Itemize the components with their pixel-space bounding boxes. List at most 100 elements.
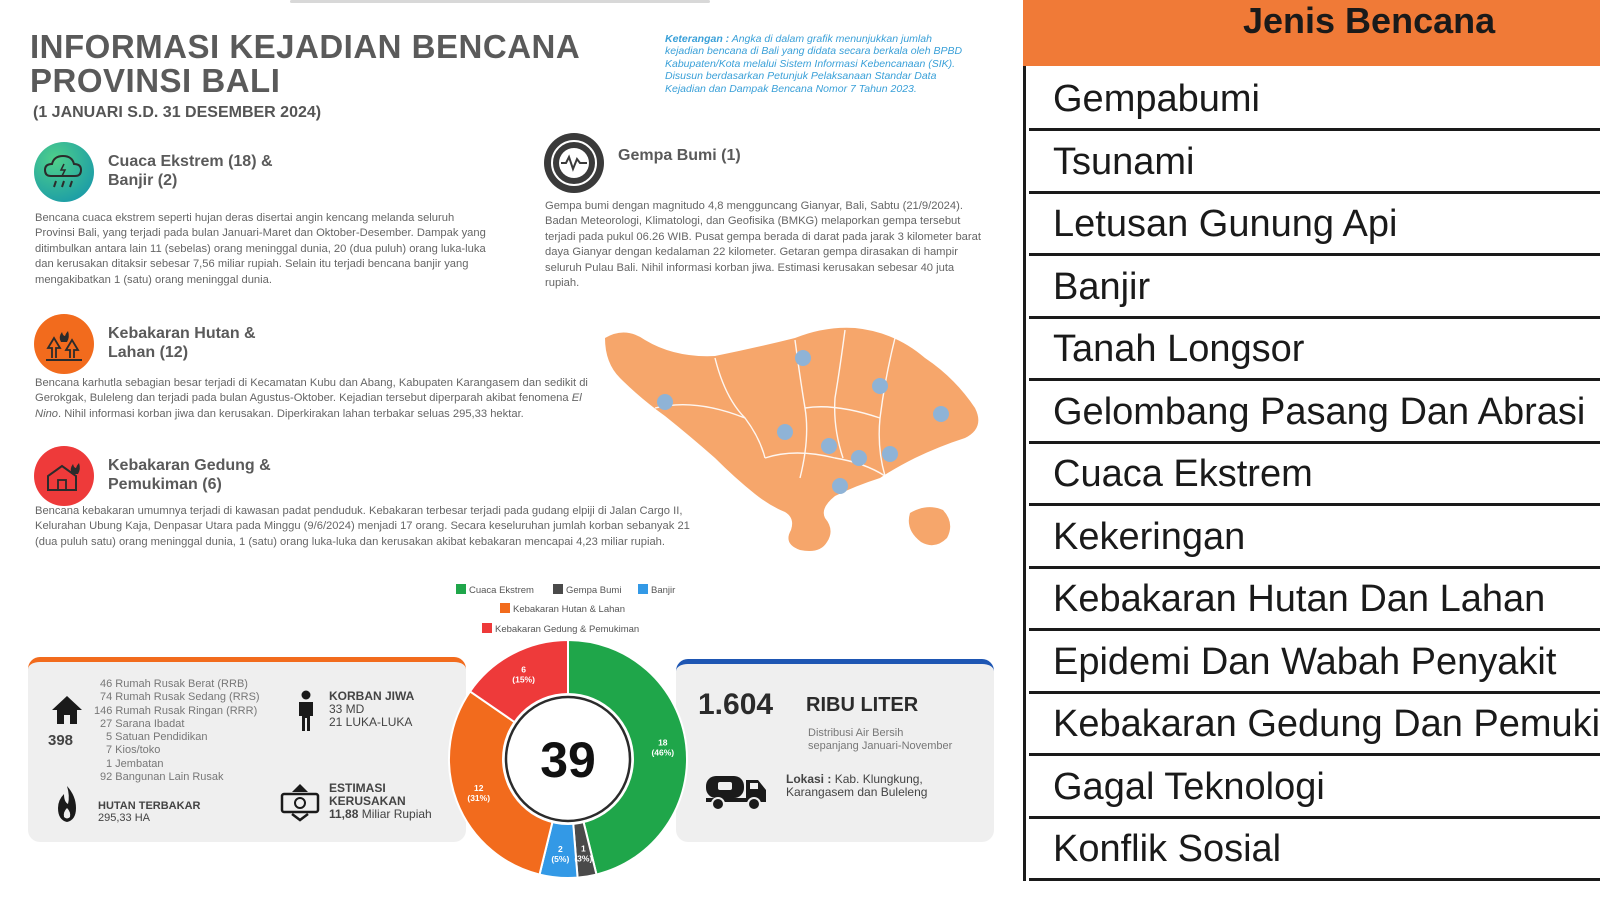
table-row: Tanah Longsor (1029, 316, 1600, 381)
damage-item: 74 Rumah Rusak Sedang (RRS) (100, 691, 260, 704)
infographic-panel: INFORMASI KEJADIAN BENCANA PROVINSI BALI… (28, 0, 994, 879)
table-row: Kebakaran Gedung Dan Pemukiman (1029, 691, 1600, 756)
title-line-2: PROVINSI BALI (30, 62, 281, 99)
legend-swatch-gempa (553, 584, 563, 594)
gedung-title-line-2: Pemukiman (6) (108, 476, 222, 493)
title-line-1: INFORMASI KEJADIAN BENCANA (30, 28, 581, 65)
seismograph-icon (544, 133, 604, 193)
loss-unit: Miliar Rupiah (358, 807, 432, 821)
location-label: Lokasi : (786, 772, 832, 786)
karhutla-body: Bencana karhutla sebagian besar terjadi … (35, 376, 610, 422)
table-cell: Letusan Gunung Api (1053, 203, 1398, 245)
house-total: 398 (48, 732, 74, 749)
table-row: Kekeringan (1029, 504, 1600, 569)
donut-slice-label: (3%) (574, 853, 592, 863)
gedung-body: Bencana kebakaran umumnya terjadi di kaw… (35, 505, 690, 548)
forest-title: HUTAN TERBAKAR (98, 800, 201, 812)
forest-fire-icon (34, 314, 94, 374)
table-row: Gelombang Pasang Dan Abrasi (1029, 379, 1600, 444)
forest-value: 295,33 HA (98, 812, 150, 824)
donut-slice-label: (15%) (512, 674, 535, 684)
table-cell: Gelombang Pasang Dan Abrasi (1053, 390, 1586, 433)
victims-title: KORBAN JIWA (329, 689, 415, 703)
water-desc: Distribusi Air Bersih sepanjang Januari-… (808, 727, 952, 754)
gempa-body: Gempa bumi dengan magnitudo 4,8 menggunc… (545, 200, 981, 290)
note-text: Keterangan : Angka di dalam grafik menun… (665, 33, 970, 95)
donut-slice-label: (31%) (467, 793, 490, 803)
jenis-bencana-table: Jenis Bencana Gempabumi Tsunami Letusan Gu… (1023, 0, 1600, 899)
table-cell: Tsunami (1053, 140, 1195, 183)
legend-item-karhutla: Kebakaran Hutan & Lahan (500, 603, 625, 615)
table-cell: Konflik Sosial (1053, 828, 1282, 870)
damage-item: 7 Kios/toko (106, 744, 161, 757)
victims-line-1: 33 MD (329, 702, 365, 716)
table-left-border (1023, 66, 1026, 881)
table-cell: Kebakaran Gedung Dan Pemukiman (1053, 703, 1600, 745)
table-header-label: Jenis Bencana (1243, 0, 1496, 41)
water-unit: RIBU LITER (806, 694, 919, 716)
loss-amount: 11,88 (329, 807, 359, 821)
gedung-title-line-1: Kebakaran Gedung & (108, 457, 271, 474)
table-cell: Tanah Longsor (1053, 328, 1305, 370)
donut-slice-label: 12 (474, 783, 484, 793)
legend-swatch-cuaca (456, 584, 466, 594)
karhutla-body-emphasis: El Nino (35, 392, 582, 420)
legend-swatch-karhutla (500, 603, 510, 613)
table-cell: Cuaca Ekstrem (1053, 453, 1313, 495)
karhutla-title-line-1: Kebakaran Hutan & (108, 325, 256, 342)
cuaca-body: Bencana cuaca ekstrem seperti hujan dera… (35, 212, 486, 286)
table-cell: Kekeringan (1053, 515, 1246, 558)
location-line-2: Karangasem dan Buleleng (786, 785, 928, 800)
karhutla-body-part-1: Bencana karhutla sebagian besar terjadi … (35, 377, 588, 405)
donut-slice-label: (5%) (551, 854, 569, 864)
damage-item: 146 Rumah Rusak Ringan (RRR) (94, 704, 258, 717)
table-row: Gagal Teknologi (1029, 754, 1600, 819)
damage-item: 1 Jembatan (106, 757, 164, 770)
house-fire-icon (34, 446, 94, 506)
loss-value: 11,88 Miliar Rupiah (329, 808, 432, 821)
legend-item-gempa: Gempa Bumi (553, 584, 621, 596)
legend-label-cuaca: Cuaca Ekstrem (469, 585, 534, 596)
top-divider (290, 0, 710, 3)
table-row: Tsunami (1029, 129, 1600, 194)
legend-item-banjir: Banjir (638, 584, 675, 596)
person-icon (299, 690, 313, 731)
damage-card: 398 46 Rumah Rusak Berat (RRB) 74 Rumah … (28, 657, 466, 842)
donut-hole (502, 693, 634, 825)
page-title: INFORMASI KEJADIAN BENCANA PROVINSI BALI (30, 30, 580, 98)
karhutla-title-line-2: Lahan (12) (108, 344, 189, 361)
legend-label-gedung: Kebakaran Gedung & Pemukiman (495, 624, 640, 635)
cuaca-title-line-1: Cuaca Ekstrem (18) & (108, 153, 273, 170)
storm-cloud-icon (34, 142, 94, 202)
victims-line-2: 21 LUKA-LUKA (329, 715, 413, 729)
water-card: 1.604 RIBU LITER Distribusi Air Bersih s… (676, 659, 994, 842)
table-cell: Epidemi Dan Wabah Penyakit (1053, 640, 1557, 683)
table-row: Kebakaran Hutan Dan Lahan (1029, 566, 1600, 631)
note-label: Keterangan : (665, 33, 730, 45)
water-desc-line-1: Distribusi Air Bersih (808, 727, 904, 739)
legend-item-cuaca: Cuaca Ekstrem (456, 584, 534, 596)
donut-slice-label: 18 (658, 737, 668, 747)
note-body: Angka di dalam grafik menunjukkan jumlah… (665, 33, 963, 95)
table-cell: Gempabumi (1053, 78, 1260, 120)
table-cell: Gagal Teknologi (1053, 765, 1325, 808)
legend-swatch-gedung (482, 623, 492, 633)
legend-item-gedung: Kebakaran Gedung & Pemukiman (482, 623, 639, 635)
loss-title-1: ESTIMASI (329, 781, 386, 795)
bali-map (605, 327, 979, 551)
donut-slice-label: 1 (581, 843, 586, 853)
karhutla-title: Kebakaran Hutan & Lahan (12) (108, 324, 256, 362)
table-row: Konflik Sosial (1029, 816, 1600, 881)
damage-item: 5 Satuan Pendidikan (106, 731, 208, 744)
gempa-title: Gempa Bumi (1) (618, 147, 741, 164)
water-truck-icon (706, 776, 766, 811)
loss-title-2: KERUSAKAN (329, 794, 406, 808)
legend-label-gempa: Gempa Bumi (566, 585, 622, 596)
gedung-title: Kebakaran Gedung & Pemukiman (6) (108, 456, 271, 494)
water-desc-line-2: sepanjang Januari-November (808, 740, 953, 753)
location-line-1: Kab. Klungkung, (831, 772, 923, 786)
table-cell: Banjir (1053, 265, 1151, 308)
period-label: (1 JANUARI S.D. 31 DESEMBER 2024) (33, 104, 322, 121)
disaster-donut-chart: 39 18(46%) 1(3%) 2(5%) 12(31%) 6(15%) (448, 638, 688, 879)
water-value: 1.604 (698, 688, 774, 721)
